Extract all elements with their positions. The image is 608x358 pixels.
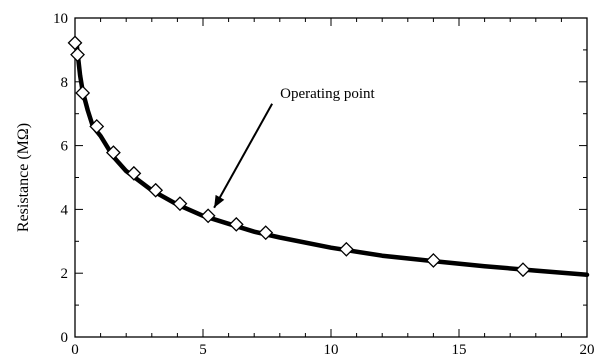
y-tick-label: 6 [61,139,69,155]
data-marker [67,35,83,51]
y-axis-title: Resistance (MΩ) [15,123,32,232]
data-marker [338,241,354,257]
annotation-arrow-shaft [213,103,273,209]
marks [67,35,531,278]
data-marker [258,225,274,241]
ticks [74,17,588,338]
data-marker [228,216,244,232]
series [74,38,590,278]
data-marker [105,145,121,161]
x-tick-label: 20 [580,342,595,358]
x-tick-label: 10 [324,342,339,358]
y-tick-label: 0 [61,330,69,346]
y-tick-label: 10 [53,11,68,27]
x-tick-label: 5 [199,342,207,358]
annotation: Operating point [213,86,376,209]
data-marker [89,119,105,134]
annotation-arrow-head [214,194,225,208]
data-marker [70,47,85,63]
data-marker [75,85,91,101]
data-marker [200,208,216,224]
data-marker [148,182,164,198]
plot-border [74,17,588,338]
resistance-curve [74,38,590,278]
annotation-label: Operating point [280,86,375,102]
y-tick-label: 8 [61,75,69,91]
data-marker [172,196,188,212]
data-marker [515,262,531,278]
data-marker [126,165,142,181]
tick-labels: 0 5 10 15 20 0 2 4 6 8 10 [53,11,595,358]
y-tick-label: 2 [61,266,69,282]
plot-frame [74,17,588,338]
y-tick-label: 4 [61,202,69,218]
x-tick-label: 0 [71,342,79,358]
data-marker [425,253,441,268]
x-tick-label: 15 [452,342,467,358]
